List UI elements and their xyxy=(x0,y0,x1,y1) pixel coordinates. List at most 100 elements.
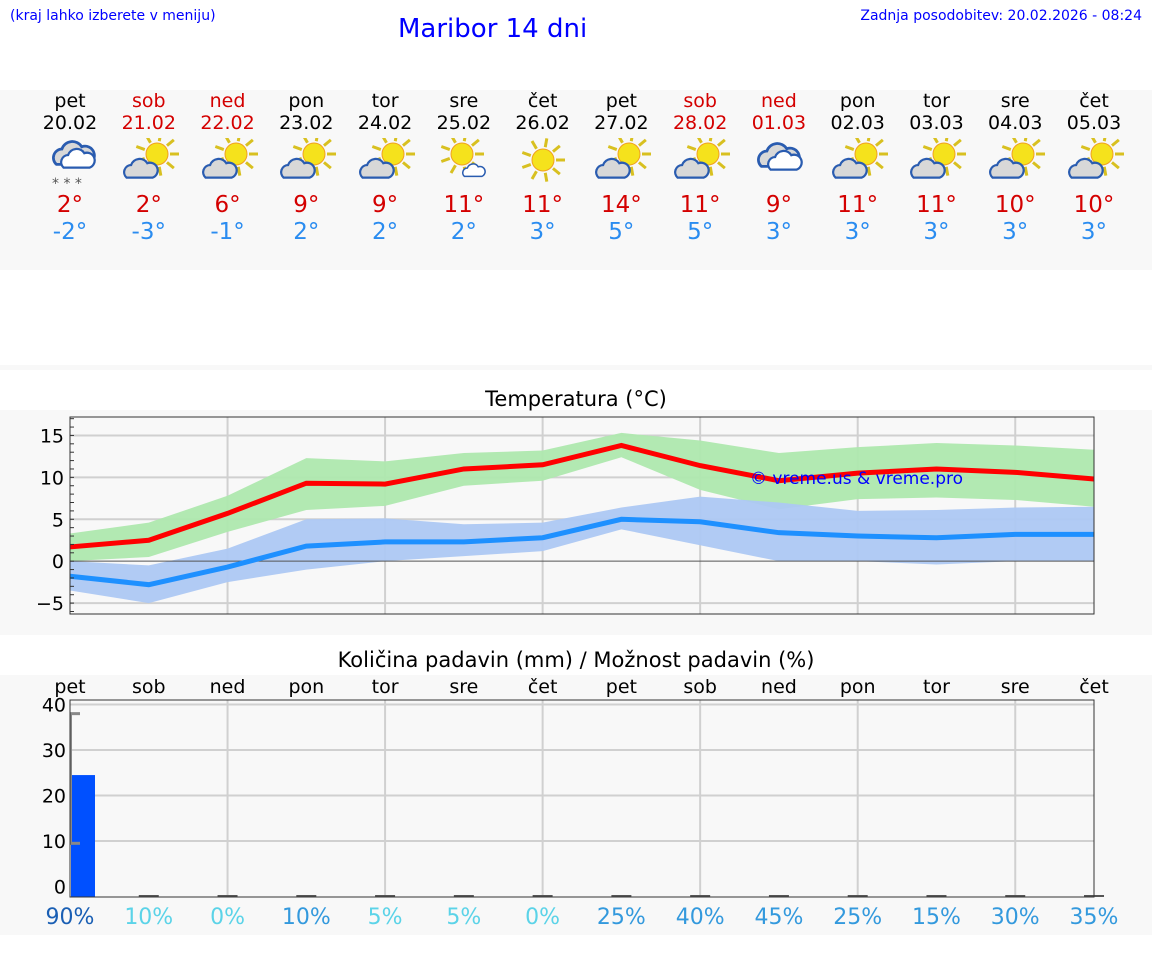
day-forecast: pon 23.02 9° 2° xyxy=(266,90,346,246)
day-forecast: pon 02.03 11° 3° xyxy=(818,90,898,246)
day-forecast: tor 03.03 11° 3° xyxy=(896,90,976,246)
day-forecast: ned 22.02 6° -1° xyxy=(188,90,268,246)
plot-frame xyxy=(69,699,1095,898)
x-day-label: ned xyxy=(761,676,797,698)
mostly-sunny-icon xyxy=(440,138,486,178)
day-name: pon xyxy=(839,90,876,112)
daily-forecast-strip: pet 20.02 * * * 2° -2° sob 21.02 2° -3° ne… xyxy=(0,90,1152,270)
page-title: Maribor 14 dni xyxy=(398,14,588,44)
max-temp: 2° xyxy=(56,192,84,218)
x-day-label: sre xyxy=(1001,676,1030,698)
day-name: sre xyxy=(1000,90,1030,112)
max-temp: 11° xyxy=(916,192,957,218)
day-date: 02.03 xyxy=(830,112,885,134)
temperature-chart-title: Temperatura (°C) xyxy=(485,387,667,411)
precipitation-probability: 90% xyxy=(45,905,95,930)
y-tick-label: 5 xyxy=(52,509,64,531)
partly-cloudy-icon xyxy=(910,138,967,179)
y-tick-label: −5 xyxy=(36,593,64,615)
day-date: 03.03 xyxy=(909,112,964,134)
day-date: 04.03 xyxy=(988,112,1043,134)
snow-cloud-icon: * * * xyxy=(52,140,96,190)
x-day-label: čet xyxy=(528,676,558,698)
min-temp: 3° xyxy=(529,219,556,245)
precipitation-bar xyxy=(71,775,95,897)
min-temp: 3° xyxy=(765,219,792,245)
x-day-label: pon xyxy=(288,676,324,698)
day-date: 26.02 xyxy=(515,112,570,134)
day-forecast: pet 20.02 * * * 2° -2° xyxy=(30,90,110,246)
last-updated: Zadnja posodobitev: 20.02.2026 - 08:24 xyxy=(860,8,1142,24)
max-temp: 11° xyxy=(522,192,563,218)
day-name: ned xyxy=(761,90,797,112)
precipitation-probability: 25% xyxy=(596,905,646,930)
precipitation-probability: 15% xyxy=(912,905,961,930)
temperature-chart: 15 10 5 0 −5 © vreme.us & vreme.pro xyxy=(36,416,1095,615)
day-date: 28.02 xyxy=(672,112,728,134)
partly-cloudy-icon xyxy=(595,138,652,179)
divider xyxy=(0,365,1152,370)
day-forecast: sob 28.02 11° 5° xyxy=(660,90,740,246)
precipitation-probability: 10% xyxy=(124,905,174,930)
partly-cloudy-icon xyxy=(122,138,179,179)
precipitation-chart: 40 30 20 10 0 pet sob ned pon tor sre čet pet sob ned p… xyxy=(42,676,1109,899)
min-temp: 2° xyxy=(293,219,320,245)
partly-cloudy-icon xyxy=(201,138,258,179)
max-temp: 9° xyxy=(372,192,399,218)
day-name: sre xyxy=(449,90,479,112)
min-temp: 3° xyxy=(844,219,871,245)
y-tick-label: 10 xyxy=(40,467,64,489)
y-tick-label: 10 xyxy=(42,831,66,853)
max-temp: 6° xyxy=(214,192,241,218)
precipitation-probability: 45% xyxy=(754,905,804,930)
svg-text:* * *: * * * xyxy=(52,176,82,190)
x-day-label: čet xyxy=(1079,676,1109,698)
day-forecast: pet 27.02 14° 5° xyxy=(581,90,661,246)
min-temp-range-band xyxy=(70,496,1095,604)
precipitation-probability: 0% xyxy=(525,905,561,930)
plot-frame xyxy=(69,416,1095,615)
min-temp: 5° xyxy=(687,219,714,245)
partly-cloudy-icon xyxy=(989,138,1046,179)
min-temp: 2° xyxy=(372,219,399,245)
x-day-label: sob xyxy=(132,676,166,698)
watermark: © vreme.us & vreme.pro xyxy=(750,469,963,489)
day-date: 22.02 xyxy=(200,112,255,134)
precipitation-probability: 5% xyxy=(446,905,482,930)
y-tick-label: 0 xyxy=(54,877,66,899)
min-temp: 2° xyxy=(450,219,477,245)
max-temp: 10° xyxy=(1073,192,1115,218)
location-menu-hint: (kraj lahko izberete v meniju) xyxy=(10,8,216,24)
day-date: 05.03 xyxy=(1066,112,1122,134)
day-name: pon xyxy=(288,90,325,112)
day-date: 25.02 xyxy=(436,112,492,134)
min-temp: -2° xyxy=(52,219,88,245)
day-forecast: ned 01.03 9° 3° xyxy=(739,90,819,246)
precipitation-chart-title: Količina padavin (mm) / Možnost padavin … xyxy=(337,648,815,672)
precipitation-probability: 40% xyxy=(675,905,725,930)
day-name: čet xyxy=(527,90,558,112)
y-tick-label: 30 xyxy=(42,740,66,762)
day-forecast: sre 04.03 10° 3° xyxy=(975,90,1055,246)
day-date: 01.03 xyxy=(751,112,807,134)
plot-area xyxy=(70,700,1094,897)
min-temp: 3° xyxy=(923,219,950,245)
day-forecast: čet 26.02 11° 3° xyxy=(503,90,583,246)
precipitation-probability: 10% xyxy=(281,905,331,930)
y-tick-label: 15 xyxy=(40,425,64,447)
max-temp: 2° xyxy=(135,192,162,218)
day-date: 27.02 xyxy=(594,112,649,134)
max-temp-line xyxy=(69,442,1095,550)
day-forecast: čet 05.03 10° 3° xyxy=(1054,90,1134,246)
partly-cloudy-icon xyxy=(359,138,416,179)
max-temp: 11° xyxy=(443,192,485,218)
max-temp: 10° xyxy=(994,192,1036,218)
min-temp: -1° xyxy=(210,219,245,245)
min-temp-line xyxy=(69,516,1095,588)
x-day-label: ned xyxy=(210,676,246,698)
day-name: tor xyxy=(371,90,399,112)
max-temp: 9° xyxy=(293,192,320,218)
x-day-label: pet xyxy=(54,676,85,698)
precipitation-probability: 25% xyxy=(833,905,883,930)
day-name: sob xyxy=(683,90,717,112)
